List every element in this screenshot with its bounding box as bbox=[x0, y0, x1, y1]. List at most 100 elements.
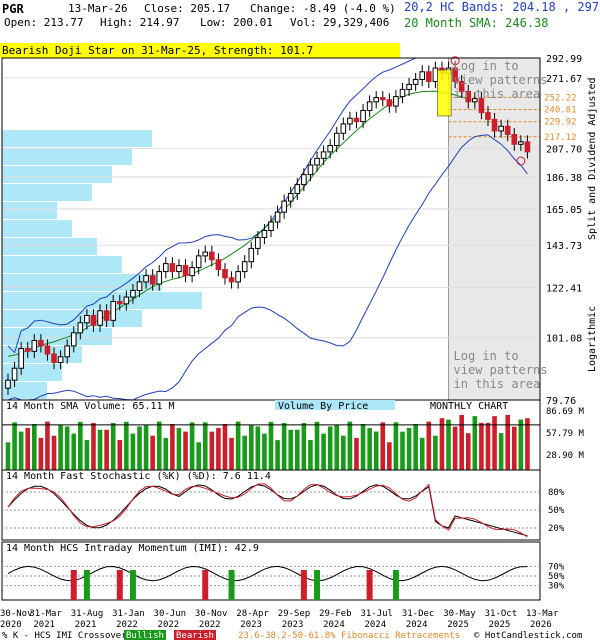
volume-by-price-bar bbox=[2, 310, 142, 327]
candle-body bbox=[235, 271, 241, 283]
login-prompt-text: view patterns bbox=[454, 363, 548, 377]
candle-body bbox=[425, 71, 432, 82]
volume-by-price-bar bbox=[2, 256, 122, 273]
y-tick-label: 79.76 bbox=[546, 396, 576, 407]
volume-bar bbox=[294, 429, 300, 470]
candle-body bbox=[123, 296, 130, 305]
crossover-marker bbox=[228, 570, 235, 600]
bullish-badge: Bullish bbox=[126, 631, 164, 640]
volume-bar bbox=[511, 426, 517, 470]
candle-body bbox=[5, 379, 11, 389]
candle-body bbox=[281, 200, 287, 213]
volume-bar bbox=[25, 428, 31, 470]
candle-body bbox=[90, 315, 97, 326]
volume-bar bbox=[275, 440, 280, 470]
candle-body bbox=[195, 255, 202, 269]
copyright-label: © HotCandlestick.com bbox=[474, 631, 582, 640]
candle-body bbox=[379, 97, 386, 101]
volume-bar bbox=[209, 431, 215, 470]
x-tick-label: 30-May bbox=[443, 609, 476, 619]
login-prompt-text: in this area bbox=[454, 377, 541, 391]
bearish-badge-bg bbox=[174, 630, 216, 640]
volume-by-price-bar bbox=[2, 364, 62, 381]
bullish-badge-bg bbox=[124, 630, 166, 640]
x-tick-label-year: 2021 bbox=[33, 620, 55, 630]
volume-bar bbox=[150, 435, 155, 470]
volume-bar bbox=[479, 422, 484, 470]
candle-body bbox=[373, 97, 380, 103]
volume-bar bbox=[5, 442, 11, 470]
candle-body bbox=[18, 348, 24, 369]
x-tick-label-year: 2022 bbox=[116, 620, 138, 630]
fib-level-label: 252.22 bbox=[544, 93, 577, 103]
imi-title: 14 Month HCS Intraday Momentum (IMI): 42… bbox=[6, 543, 259, 554]
volume-bar bbox=[413, 423, 418, 470]
candle-body bbox=[268, 221, 274, 231]
candle-body bbox=[333, 132, 340, 147]
imi-line bbox=[7, 565, 528, 582]
candle-body bbox=[314, 157, 320, 166]
candle-body bbox=[255, 237, 261, 249]
candle-body bbox=[64, 345, 70, 358]
candle-body bbox=[209, 251, 215, 261]
crossover-marker bbox=[83, 570, 90, 600]
volume-by-price-bar bbox=[2, 184, 92, 201]
volume-bar bbox=[400, 431, 405, 470]
bearish-badge: Bearish bbox=[176, 631, 214, 640]
crossover-marker bbox=[392, 570, 399, 600]
candle-body bbox=[189, 267, 195, 277]
candle-body bbox=[353, 117, 360, 123]
crossover-marker bbox=[116, 570, 123, 600]
volume-bar bbox=[505, 414, 511, 470]
volume-bar bbox=[406, 428, 412, 470]
monthly-chart-label: MONTHLY CHART bbox=[430, 401, 508, 412]
y-tick-label: 207.70 bbox=[546, 144, 582, 155]
candle-body bbox=[307, 164, 314, 176]
candle-body bbox=[452, 67, 458, 82]
x-tick-label: 31-Mar bbox=[29, 609, 62, 619]
volume-bar bbox=[439, 418, 445, 470]
volume-bar bbox=[472, 416, 478, 470]
volume-by-price-bar bbox=[2, 220, 72, 237]
x-tick-label-year: 2025 bbox=[447, 620, 469, 630]
fib-level-label: 229.92 bbox=[544, 118, 577, 128]
candle-body bbox=[149, 275, 156, 285]
logarithmic-label: Logarithmic bbox=[587, 305, 598, 372]
stochastic-tick-label: 20% bbox=[548, 524, 565, 534]
candle-body bbox=[432, 67, 439, 82]
volume-bar bbox=[18, 431, 24, 470]
candle-body bbox=[162, 263, 169, 273]
volume-bar bbox=[38, 437, 44, 470]
x-tick-label-year: 2022 bbox=[158, 620, 180, 630]
volume-bar bbox=[525, 418, 530, 470]
candle-body bbox=[294, 184, 301, 194]
x-tick-label: 29-Sep bbox=[278, 609, 311, 619]
quote-low: Low: 200.01 bbox=[200, 16, 273, 29]
volume-bar bbox=[31, 423, 37, 470]
volume-bar bbox=[143, 425, 149, 470]
volume-bar bbox=[288, 429, 294, 470]
login-prompt-text: view patterns bbox=[454, 73, 548, 87]
volume-bar bbox=[452, 426, 458, 470]
candle-body bbox=[215, 259, 222, 271]
volume-bar bbox=[130, 433, 136, 470]
volume-bar bbox=[281, 423, 287, 470]
candle-body bbox=[51, 353, 57, 363]
y-tick-label: 292.99 bbox=[546, 54, 582, 65]
x-tick-label: 29-Feb bbox=[319, 609, 352, 619]
volume-by-price-bar bbox=[2, 238, 97, 255]
volume-bar bbox=[229, 437, 234, 470]
volume-bar bbox=[465, 433, 471, 470]
volume-bar bbox=[71, 433, 77, 470]
candle-body bbox=[504, 125, 511, 136]
candle-body bbox=[347, 117, 353, 125]
candle-body bbox=[110, 301, 117, 321]
candle-body bbox=[11, 367, 18, 381]
candle-body bbox=[182, 265, 189, 277]
volume-bar bbox=[84, 440, 90, 470]
candle-body bbox=[406, 83, 412, 90]
candle-body bbox=[458, 80, 465, 92]
volume-bar bbox=[446, 419, 451, 470]
volume-bar bbox=[156, 421, 162, 470]
candle-body bbox=[301, 174, 307, 186]
